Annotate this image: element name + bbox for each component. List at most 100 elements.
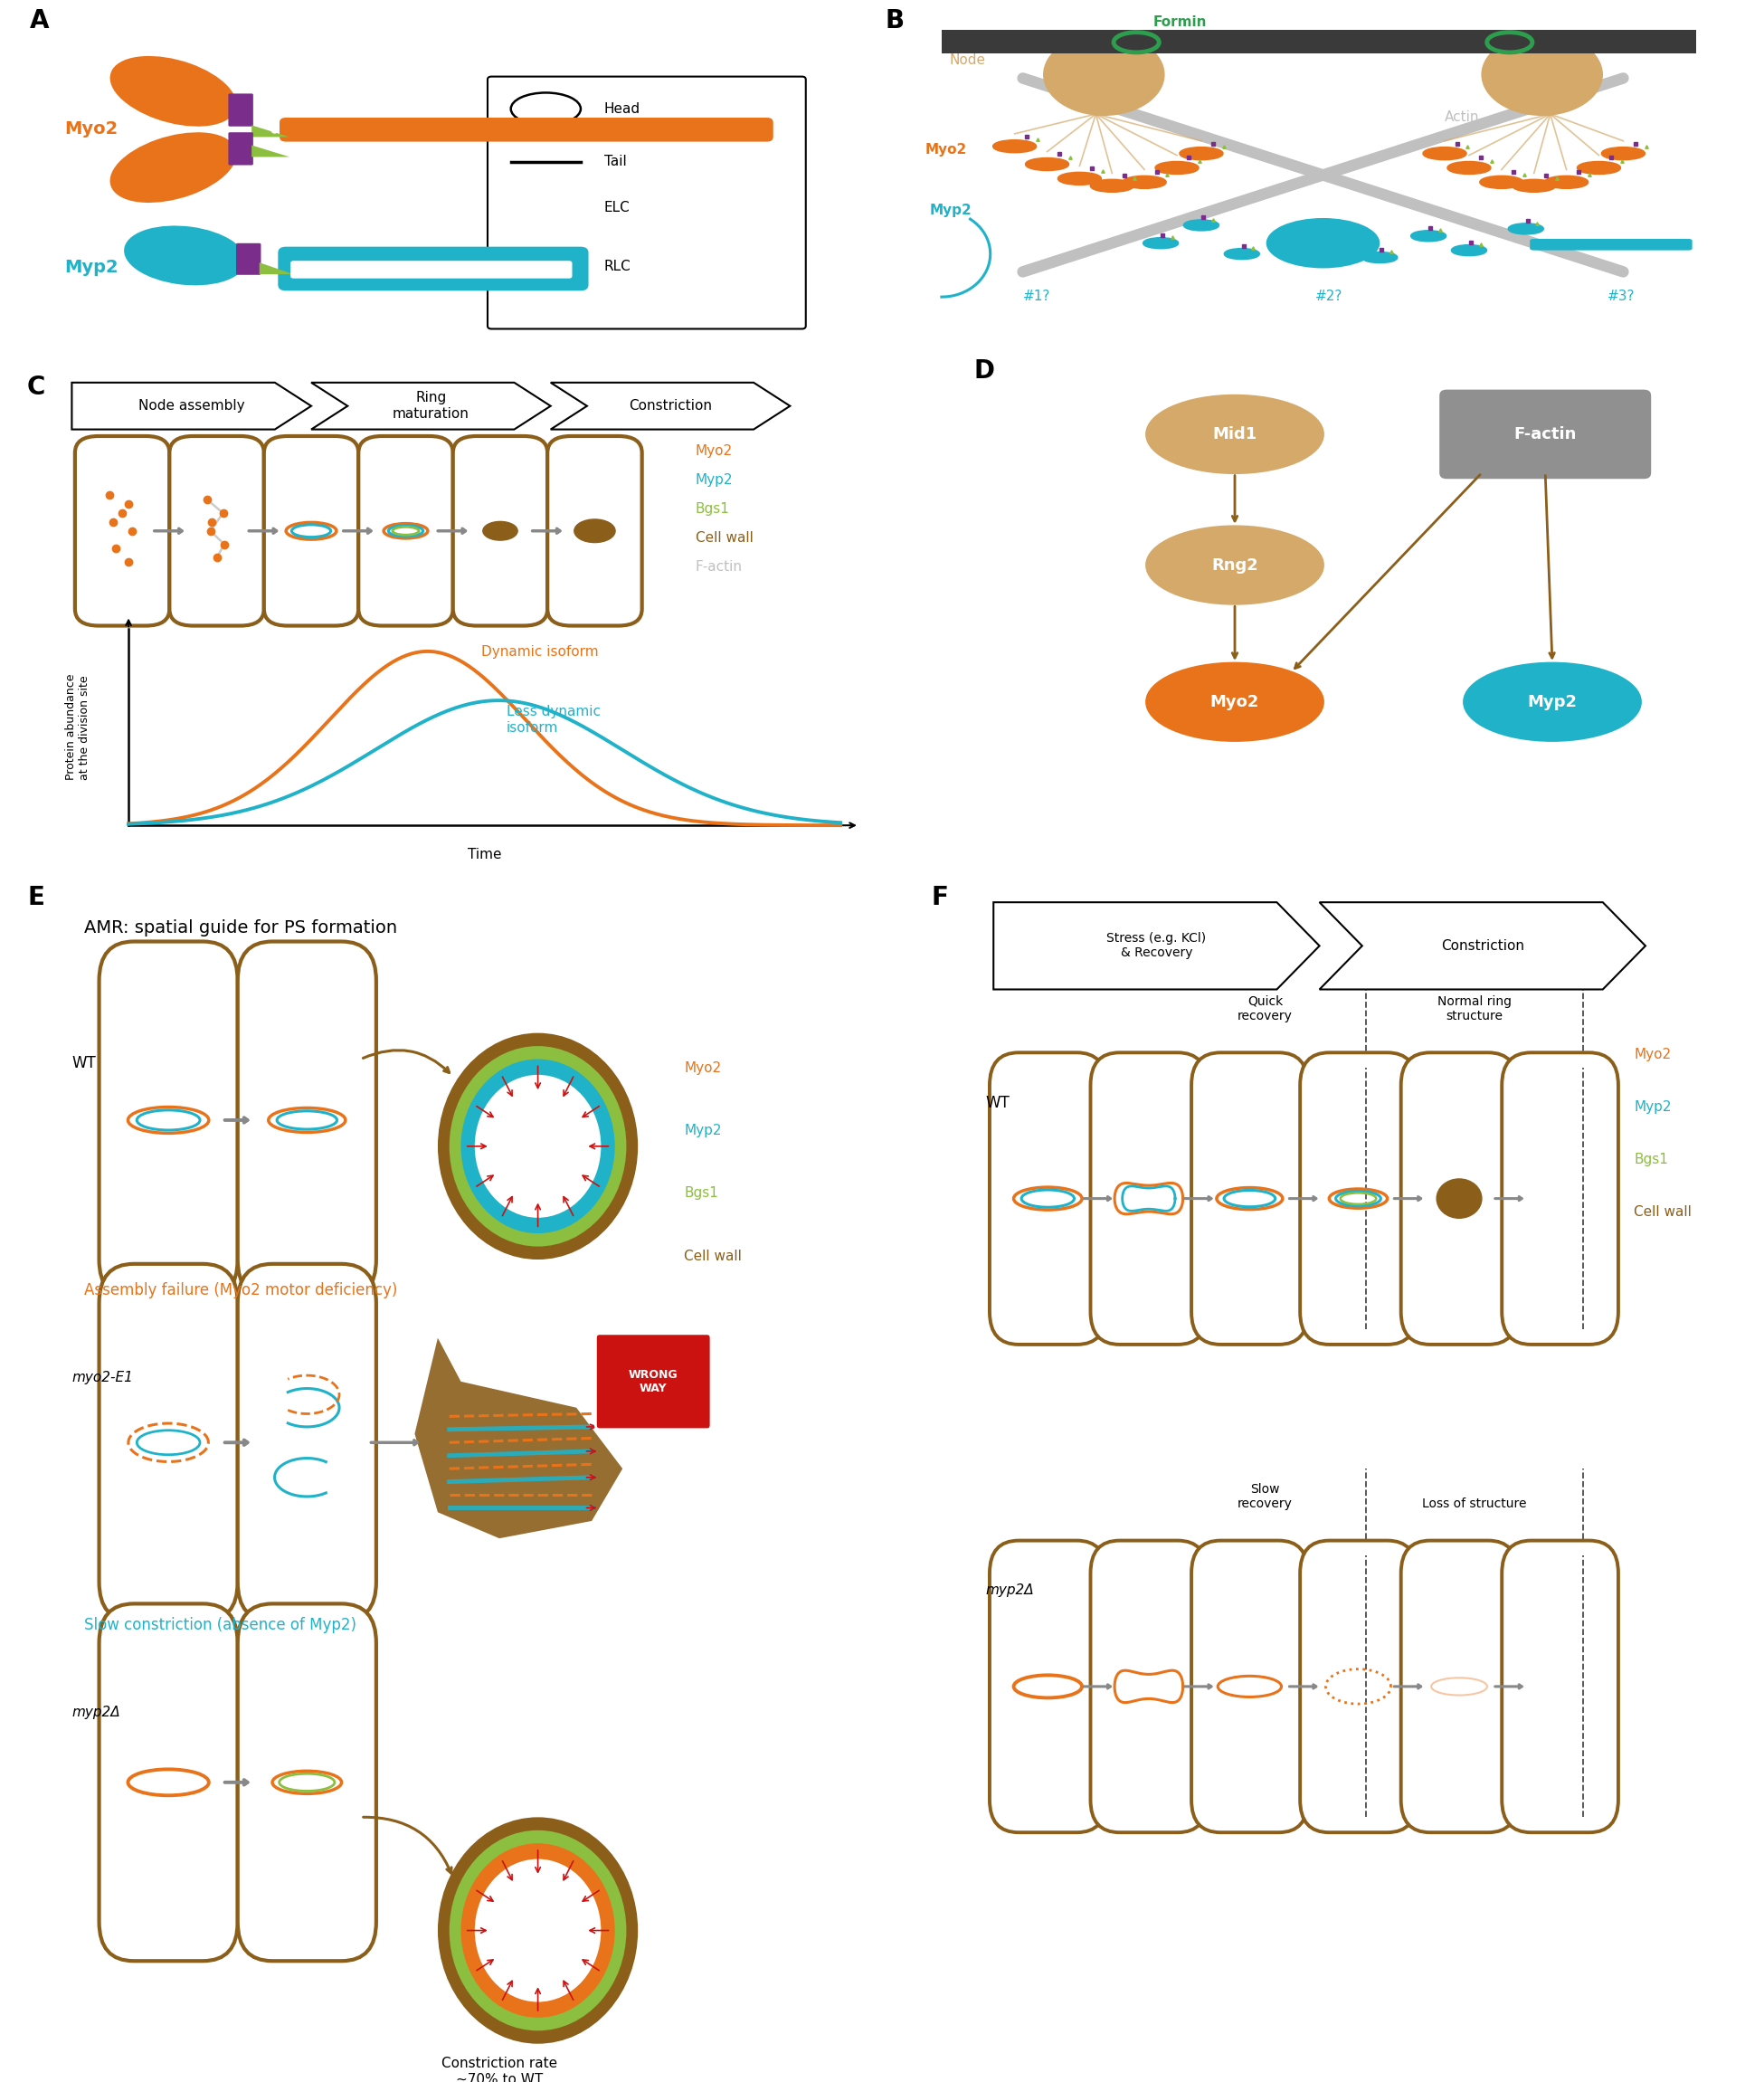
FancyBboxPatch shape [1191, 1053, 1307, 1345]
Text: RLC: RLC [603, 260, 632, 273]
Ellipse shape [1545, 177, 1588, 187]
FancyBboxPatch shape [1401, 1053, 1517, 1345]
Ellipse shape [1124, 177, 1166, 187]
Ellipse shape [1464, 664, 1641, 741]
Text: F-actin: F-actin [695, 560, 743, 573]
FancyBboxPatch shape [1300, 1541, 1416, 1832]
Ellipse shape [483, 523, 517, 539]
Ellipse shape [1184, 221, 1219, 229]
Text: Time: Time [467, 847, 501, 862]
Text: myo2-E1: myo2-E1 [72, 1370, 134, 1385]
Text: E: E [28, 885, 44, 910]
FancyBboxPatch shape [453, 435, 547, 627]
Ellipse shape [1027, 158, 1069, 171]
Text: WT: WT [72, 1056, 97, 1072]
Text: Cell wall: Cell wall [695, 531, 753, 543]
Text: WRONG
WAY: WRONG WAY [628, 1368, 677, 1395]
Text: Head: Head [603, 102, 640, 117]
Text: A: A [30, 8, 49, 33]
Circle shape [475, 1859, 602, 2003]
Ellipse shape [111, 133, 235, 202]
Ellipse shape [1452, 246, 1485, 256]
Text: Ring
maturation: Ring maturation [393, 391, 469, 421]
FancyBboxPatch shape [99, 941, 238, 1299]
Text: Myo2: Myo2 [695, 443, 732, 458]
Ellipse shape [1448, 162, 1491, 173]
Text: Rng2: Rng2 [1212, 558, 1258, 573]
Text: Bgs1: Bgs1 [1633, 1153, 1669, 1166]
Ellipse shape [1602, 148, 1644, 158]
Ellipse shape [993, 142, 1035, 152]
Text: Cell wall: Cell wall [1633, 1205, 1692, 1218]
FancyBboxPatch shape [1501, 1541, 1618, 1832]
Text: Myp2: Myp2 [684, 1124, 721, 1137]
Text: Stress (e.g. KCl)
& Recovery: Stress (e.g. KCl) & Recovery [1106, 933, 1207, 960]
Ellipse shape [1364, 252, 1397, 262]
Text: myp2Δ: myp2Δ [72, 1705, 120, 1720]
Circle shape [460, 1843, 616, 2017]
Polygon shape [252, 146, 289, 156]
Text: Constriction: Constriction [628, 400, 713, 412]
Text: Cell wall: Cell wall [684, 1249, 743, 1264]
Text: Node: Node [949, 52, 986, 67]
Text: Myp2: Myp2 [695, 473, 734, 487]
Ellipse shape [1155, 162, 1198, 173]
Text: PM: PM [1648, 35, 1667, 48]
Polygon shape [310, 383, 550, 429]
Text: Mid1: Mid1 [1212, 427, 1258, 441]
Ellipse shape [1411, 231, 1445, 242]
Text: Dynamic isoform: Dynamic isoform [482, 645, 598, 658]
Text: Myo2: Myo2 [684, 1062, 721, 1074]
Ellipse shape [575, 518, 616, 543]
Text: Myp2: Myp2 [1528, 693, 1577, 710]
FancyBboxPatch shape [1529, 239, 1692, 250]
Ellipse shape [1436, 1178, 1482, 1218]
Text: Myo2: Myo2 [65, 121, 118, 137]
Text: C: C [26, 375, 44, 400]
FancyBboxPatch shape [238, 941, 376, 1299]
Ellipse shape [1577, 162, 1619, 173]
Text: Actin: Actin [1445, 110, 1480, 125]
Text: Slow
recovery: Slow recovery [1238, 1482, 1293, 1512]
Text: #1?: #1? [1023, 289, 1050, 304]
FancyBboxPatch shape [1090, 1541, 1207, 1832]
Text: myp2Δ: myp2Δ [986, 1584, 1034, 1597]
Circle shape [1267, 219, 1379, 269]
Polygon shape [993, 902, 1319, 989]
FancyBboxPatch shape [279, 248, 589, 291]
Text: Myp2: Myp2 [930, 204, 972, 217]
Polygon shape [512, 262, 554, 277]
FancyBboxPatch shape [510, 194, 556, 221]
Circle shape [460, 1060, 616, 1233]
FancyBboxPatch shape [74, 435, 169, 627]
FancyBboxPatch shape [596, 1335, 711, 1430]
Text: AMR: spatial guide for PS formation: AMR: spatial guide for PS formation [83, 920, 397, 937]
Text: WT: WT [986, 1095, 1011, 1112]
Circle shape [450, 1830, 626, 2030]
Text: Constriction: Constriction [1441, 939, 1524, 954]
FancyBboxPatch shape [1300, 1053, 1416, 1345]
Circle shape [437, 1033, 639, 1260]
Polygon shape [550, 383, 790, 429]
Ellipse shape [1508, 225, 1544, 233]
FancyBboxPatch shape [236, 244, 261, 275]
FancyBboxPatch shape [99, 1603, 238, 1961]
Ellipse shape [1043, 33, 1164, 117]
Text: Tail: Tail [603, 154, 626, 169]
Ellipse shape [1514, 179, 1556, 192]
Ellipse shape [1147, 396, 1323, 473]
Text: Loss of structure: Loss of structure [1422, 1497, 1528, 1512]
Text: Bgs1: Bgs1 [684, 1187, 718, 1199]
Ellipse shape [1143, 237, 1178, 248]
Text: Assembly failure (Myo2 motor deficiency): Assembly failure (Myo2 motor deficiency) [83, 1283, 397, 1299]
Polygon shape [259, 262, 293, 275]
Ellipse shape [1482, 33, 1603, 117]
Text: Myp2: Myp2 [1633, 1099, 1671, 1114]
Ellipse shape [1424, 148, 1466, 158]
Bar [942, 29, 1697, 54]
Text: #3?: #3? [1607, 289, 1635, 304]
Polygon shape [1319, 902, 1646, 989]
Text: F: F [931, 885, 949, 910]
Text: Less dynamic
isoform: Less dynamic isoform [506, 706, 600, 735]
Text: Myo2: Myo2 [1210, 693, 1259, 710]
